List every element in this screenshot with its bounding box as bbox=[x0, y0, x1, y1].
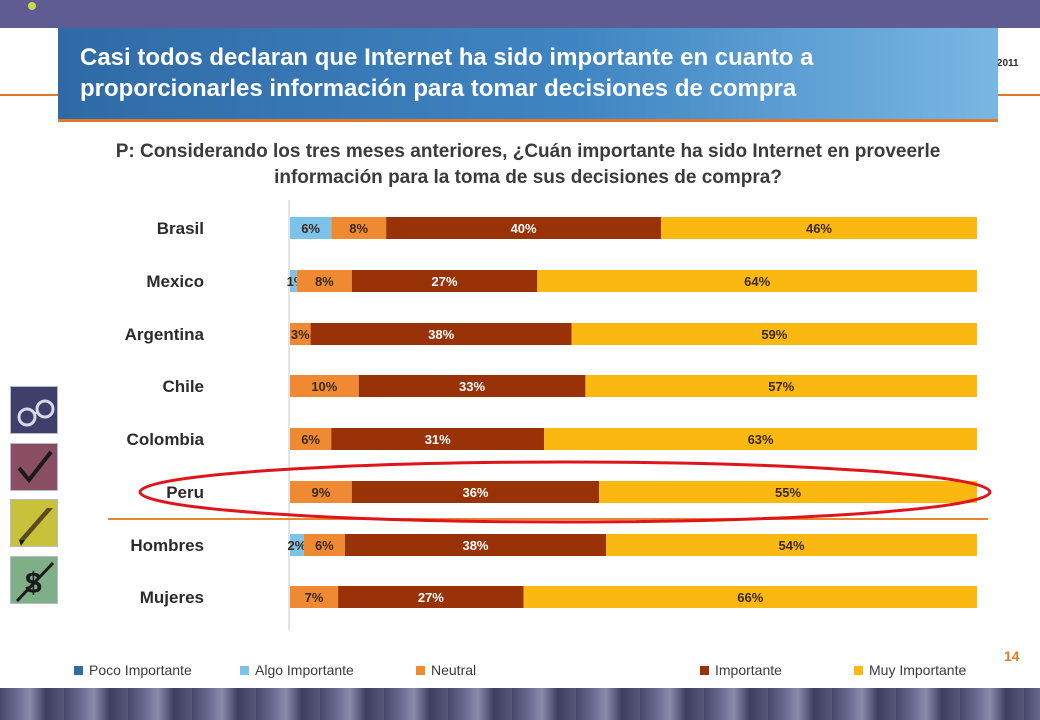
data-label: 7% bbox=[305, 590, 324, 605]
legend-swatch bbox=[240, 666, 249, 675]
bar-segment bbox=[338, 586, 524, 608]
bar-segment bbox=[544, 428, 977, 450]
category-label-hombres: Hombres bbox=[130, 536, 204, 555]
legend-label: Neutral bbox=[431, 662, 476, 678]
top-bar bbox=[0, 0, 1040, 28]
bullet-dot-icon bbox=[28, 2, 36, 10]
pen-check-icon bbox=[10, 443, 58, 491]
data-label: 54% bbox=[778, 538, 804, 553]
bar-segment bbox=[290, 534, 304, 556]
data-label: 6% bbox=[301, 221, 320, 236]
category-label-argentina: Argentina bbox=[125, 325, 205, 344]
data-label: 2% bbox=[287, 538, 306, 553]
bar-segment bbox=[310, 323, 572, 345]
bar-segment bbox=[296, 270, 352, 292]
highlight-ellipse bbox=[138, 460, 992, 524]
data-label: 8% bbox=[315, 274, 334, 289]
legend-swatch bbox=[854, 666, 863, 675]
data-label: 59% bbox=[761, 327, 787, 342]
data-label: 57% bbox=[768, 379, 794, 394]
legend-label: Algo Importante bbox=[255, 662, 354, 678]
bar-segment bbox=[537, 270, 977, 292]
bar-segment bbox=[290, 375, 359, 397]
bar-segment bbox=[290, 481, 352, 503]
legend-label: Muy Importante bbox=[869, 662, 966, 678]
data-label: 9% bbox=[312, 485, 331, 500]
data-label: 31% bbox=[425, 432, 451, 447]
bar-segment bbox=[606, 534, 977, 556]
data-label: 10% bbox=[311, 379, 337, 394]
bar-segment bbox=[660, 217, 977, 239]
slide-title: Casi todos declaran que Internet ha sido… bbox=[80, 44, 814, 102]
bar-segment bbox=[571, 323, 977, 345]
category-label-peru: Peru bbox=[166, 483, 204, 502]
data-label: 27% bbox=[418, 590, 444, 605]
legend-swatch bbox=[74, 666, 83, 675]
data-label: 66% bbox=[737, 590, 763, 605]
legend-swatch bbox=[416, 666, 425, 675]
bar-segment bbox=[599, 481, 977, 503]
data-label: 46% bbox=[806, 221, 832, 236]
bar-segment bbox=[331, 428, 545, 450]
data-label: 38% bbox=[428, 327, 454, 342]
category-label-mujeres: Mujeres bbox=[140, 588, 204, 607]
dollar-pen-icon: $ bbox=[10, 556, 58, 604]
data-label: 6% bbox=[301, 432, 320, 447]
bar-segment bbox=[358, 375, 586, 397]
bar-segment bbox=[290, 428, 332, 450]
bar-segment bbox=[303, 534, 345, 556]
data-label: 27% bbox=[432, 274, 458, 289]
legend-label: Poco Importante bbox=[89, 662, 192, 678]
data-label: 8% bbox=[349, 221, 368, 236]
data-label: 38% bbox=[462, 538, 488, 553]
data-label: 3% bbox=[291, 327, 310, 342]
page-number: 14 bbox=[1004, 648, 1020, 664]
bar-segment bbox=[585, 375, 977, 397]
bar-segment bbox=[523, 586, 977, 608]
survey-question: P: Considerando los tres meses anteriore… bbox=[115, 141, 941, 188]
bar-segment bbox=[290, 323, 311, 345]
data-label: 55% bbox=[775, 485, 801, 500]
bar-segment bbox=[290, 270, 297, 292]
bar-segment bbox=[290, 217, 332, 239]
category-label-chile: Chile bbox=[162, 377, 204, 396]
date-fragment: o 2011 bbox=[988, 58, 1019, 69]
data-label: 33% bbox=[459, 379, 485, 394]
data-label: 63% bbox=[748, 432, 774, 447]
data-label: 64% bbox=[744, 274, 770, 289]
category-label-colombia: Colombia bbox=[127, 430, 205, 449]
title-banner: Casi todos declaran que Internet ha sido… bbox=[58, 28, 998, 122]
category-label-brasil: Brasil bbox=[157, 219, 204, 238]
glasses-icon bbox=[10, 386, 58, 434]
bar-segment bbox=[386, 217, 661, 239]
slide-panel: Casi todos declaran que Internet ha sido… bbox=[58, 28, 998, 688]
data-label: 40% bbox=[511, 221, 537, 236]
bar-segment bbox=[351, 481, 600, 503]
pencil-icon bbox=[10, 499, 58, 547]
data-label: 36% bbox=[462, 485, 488, 500]
legend-swatch bbox=[700, 666, 709, 675]
bar-segment bbox=[351, 270, 538, 292]
bar-segment bbox=[344, 534, 607, 556]
legend-label: Importante bbox=[715, 662, 782, 678]
bar-segment bbox=[331, 217, 387, 239]
data-label: 6% bbox=[315, 538, 334, 553]
footer-photo-strip bbox=[0, 688, 1040, 720]
category-label-mexico: Mexico bbox=[146, 272, 204, 291]
bar-segment bbox=[290, 586, 339, 608]
